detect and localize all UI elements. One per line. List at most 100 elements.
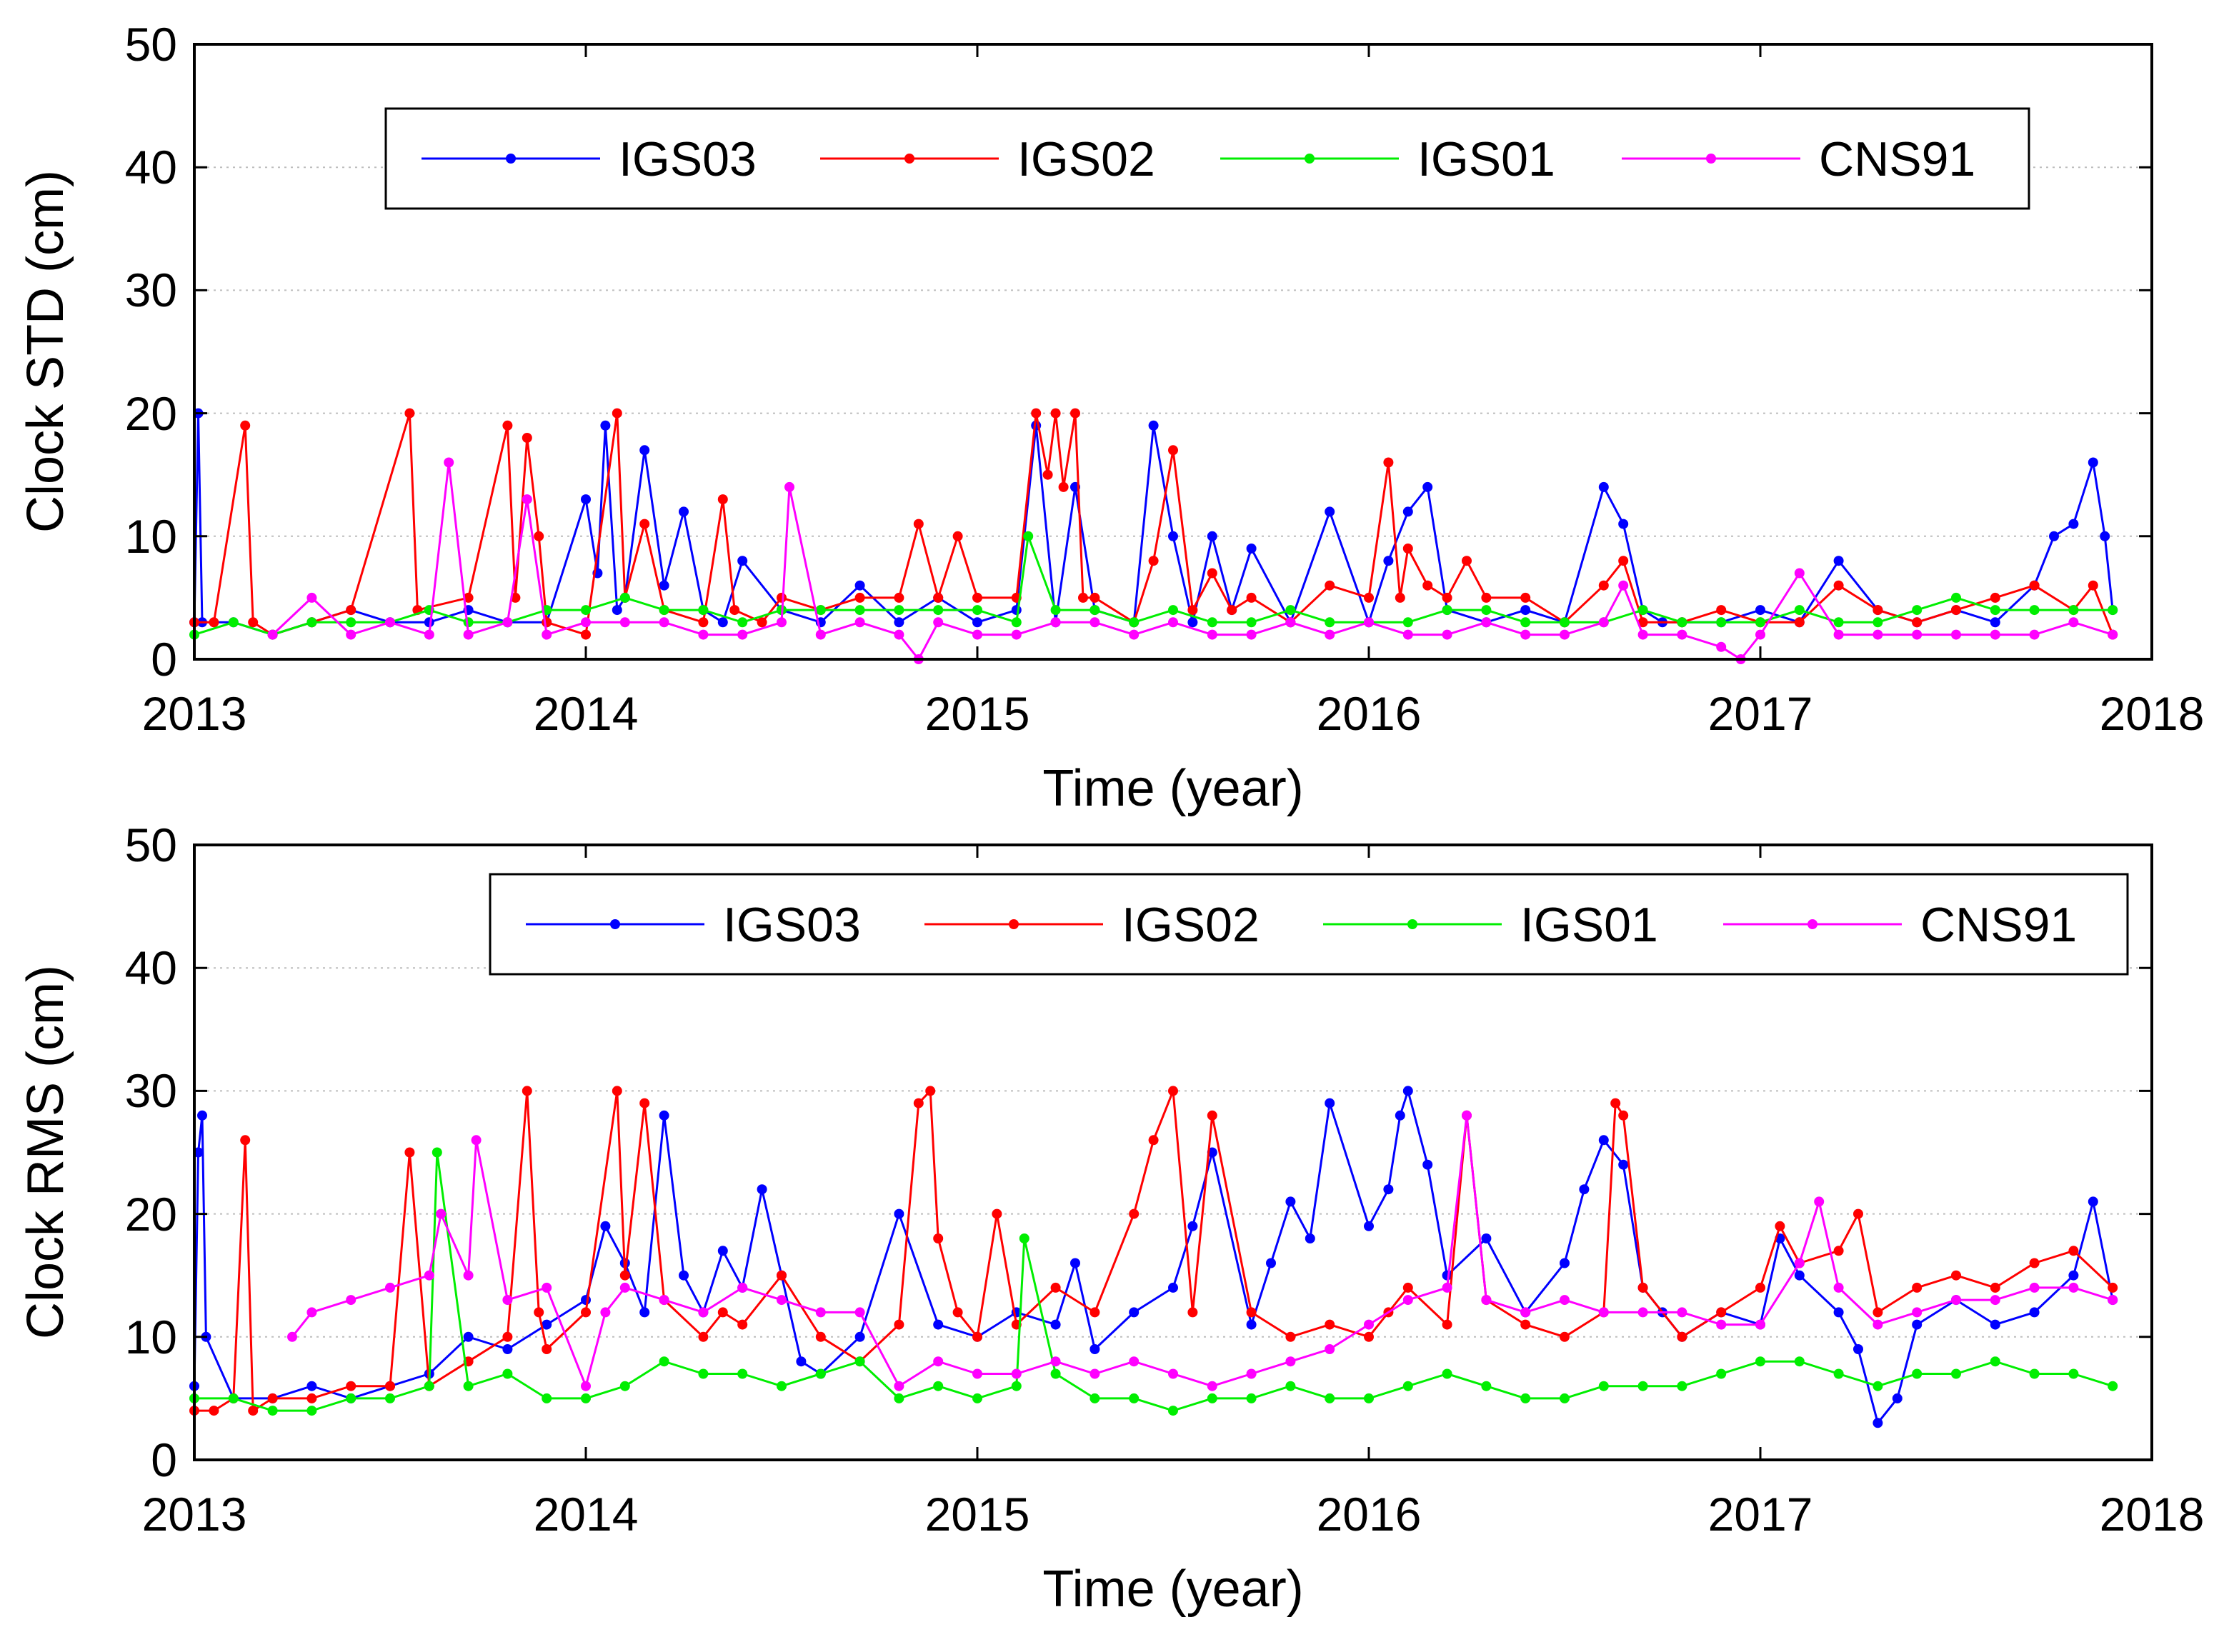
std-point-igs03 bbox=[612, 605, 622, 616]
std-point-igs03 bbox=[581, 494, 591, 505]
rms-point-igs02 bbox=[1442, 1319, 1452, 1330]
rms-point-cns91 bbox=[619, 1282, 630, 1293]
std-point-igs02 bbox=[972, 592, 982, 603]
rms-point-igs02 bbox=[1912, 1282, 1923, 1293]
rms-point-igs01 bbox=[698, 1368, 709, 1379]
rms-point-igs02 bbox=[1951, 1270, 1961, 1281]
std-ytick-label: 10 bbox=[125, 510, 177, 563]
std-point-cns91 bbox=[1089, 617, 1100, 628]
rms-legend-label-igs02: IGS02 bbox=[1122, 898, 1260, 952]
rms-ytick-label: 0 bbox=[151, 1433, 177, 1486]
rms-point-igs02 bbox=[1520, 1319, 1531, 1330]
std-legend: IGS03 IGS02 IGS01 CNS91 bbox=[384, 107, 2030, 210]
rms-xtick-label: 2013 bbox=[142, 1488, 247, 1541]
std-point-cns91 bbox=[1246, 629, 1257, 640]
rms-point-igs01 bbox=[1207, 1393, 1217, 1403]
std-point-igs02 bbox=[1598, 580, 1609, 591]
rms-ytick-label: 20 bbox=[125, 1188, 177, 1241]
rms-point-cns91 bbox=[1833, 1282, 1844, 1293]
rms-point-cns91 bbox=[581, 1381, 591, 1391]
rms-point-igs01 bbox=[1325, 1393, 1335, 1403]
std-point-igs03 bbox=[737, 556, 748, 566]
std-point-igs01 bbox=[1794, 605, 1805, 616]
std-point-cns91 bbox=[1207, 629, 1217, 640]
rms-point-igs01 bbox=[1990, 1356, 2000, 1367]
rms-point-igs02 bbox=[612, 1086, 622, 1096]
std-point-igs01 bbox=[1089, 605, 1100, 616]
std-point-cns91 bbox=[1677, 629, 1687, 640]
rms-point-cns91 bbox=[306, 1307, 317, 1318]
rms-point-cns91 bbox=[2108, 1295, 2118, 1306]
rms-point-cns91 bbox=[600, 1307, 611, 1318]
std-point-cns91 bbox=[815, 629, 826, 640]
rms-point-igs03 bbox=[1853, 1344, 1863, 1354]
std-point-igs01 bbox=[659, 605, 669, 616]
std-point-igs02 bbox=[502, 420, 513, 431]
rms-ytick-label: 30 bbox=[125, 1064, 177, 1117]
std-point-igs01 bbox=[1990, 605, 2000, 616]
std-point-igs01 bbox=[1442, 605, 1452, 616]
std-point-cns91 bbox=[542, 629, 552, 640]
rms-point-igs02 bbox=[581, 1307, 591, 1318]
rms-point-igs02 bbox=[1187, 1307, 1198, 1318]
rms-point-igs03 bbox=[1833, 1307, 1844, 1318]
rms-point-cns91 bbox=[1481, 1295, 1492, 1306]
rms-point-cns91 bbox=[1325, 1344, 1335, 1354]
rms-point-igs02 bbox=[952, 1307, 963, 1318]
std-point-igs02 bbox=[581, 629, 591, 640]
rms-point-cns91 bbox=[698, 1307, 709, 1318]
std-point-igs01 bbox=[1755, 617, 1765, 628]
rms-point-igs02 bbox=[267, 1393, 278, 1403]
std-point-igs01 bbox=[1402, 617, 1413, 628]
std-legend-marker-igs02 bbox=[904, 154, 914, 164]
rms-point-igs02 bbox=[737, 1319, 748, 1330]
std-y-axis-title: Clock STD (cm) bbox=[17, 170, 74, 533]
rms-point-igs03 bbox=[679, 1270, 689, 1281]
std-point-igs03 bbox=[1148, 420, 1159, 431]
rms-point-igs03 bbox=[1579, 1184, 1590, 1195]
std-point-igs03 bbox=[1520, 605, 1531, 616]
std-point-igs02 bbox=[1325, 580, 1335, 591]
rms-x-axis-title: Time (year) bbox=[1042, 1561, 1303, 1618]
std-point-igs02 bbox=[1716, 605, 1727, 616]
rms-point-cns91 bbox=[1462, 1110, 1472, 1121]
rms-point-igs01 bbox=[2029, 1368, 2040, 1379]
rms-point-igs03 bbox=[2029, 1307, 2040, 1318]
std-point-igs01 bbox=[228, 617, 239, 628]
std-point-igs03 bbox=[2100, 531, 2110, 541]
std-point-igs03 bbox=[1246, 544, 1257, 554]
rms-point-igs03 bbox=[2088, 1196, 2098, 1207]
rms-point-igs03 bbox=[854, 1331, 865, 1342]
rms-legend-marker-igs01 bbox=[1407, 919, 1417, 929]
rms-point-igs02 bbox=[1560, 1331, 1570, 1342]
rms-point-igs02 bbox=[698, 1331, 709, 1342]
std-xtick-label: 2013 bbox=[142, 687, 247, 740]
std-point-cns91 bbox=[2108, 629, 2118, 640]
rms-point-igs01 bbox=[1794, 1356, 1805, 1367]
rms-point-cns91 bbox=[1246, 1368, 1257, 1379]
std-point-cns91 bbox=[2068, 617, 2079, 628]
rms-point-igs01 bbox=[1089, 1393, 1100, 1403]
std-point-igs02 bbox=[463, 592, 474, 603]
rms-point-igs02 bbox=[1364, 1331, 1374, 1342]
rms-point-igs02 bbox=[1246, 1307, 1257, 1318]
std-ytick-label: 40 bbox=[125, 141, 177, 194]
std-point-igs02 bbox=[717, 494, 728, 505]
rms-ytick-label: 40 bbox=[125, 941, 177, 994]
std-ytick-label: 20 bbox=[125, 387, 177, 440]
rms-point-igs02 bbox=[933, 1233, 944, 1243]
std-point-igs02 bbox=[1246, 592, 1257, 603]
std-point-igs01 bbox=[2068, 605, 2079, 616]
std-point-igs03 bbox=[679, 506, 689, 517]
rms-point-igs02 bbox=[1402, 1282, 1413, 1293]
rms-point-igs01 bbox=[619, 1381, 630, 1391]
rms-point-cns91 bbox=[346, 1295, 356, 1306]
std-point-cns91 bbox=[1716, 641, 1727, 652]
rms-point-igs01 bbox=[854, 1356, 865, 1367]
rms-point-igs01 bbox=[972, 1393, 982, 1403]
rms-point-igs02 bbox=[1285, 1331, 1296, 1342]
rms-point-igs01 bbox=[1873, 1381, 1883, 1391]
rms-point-igs03 bbox=[1364, 1221, 1374, 1231]
rms-point-igs01 bbox=[463, 1381, 474, 1391]
rms-point-igs01 bbox=[1050, 1368, 1061, 1379]
